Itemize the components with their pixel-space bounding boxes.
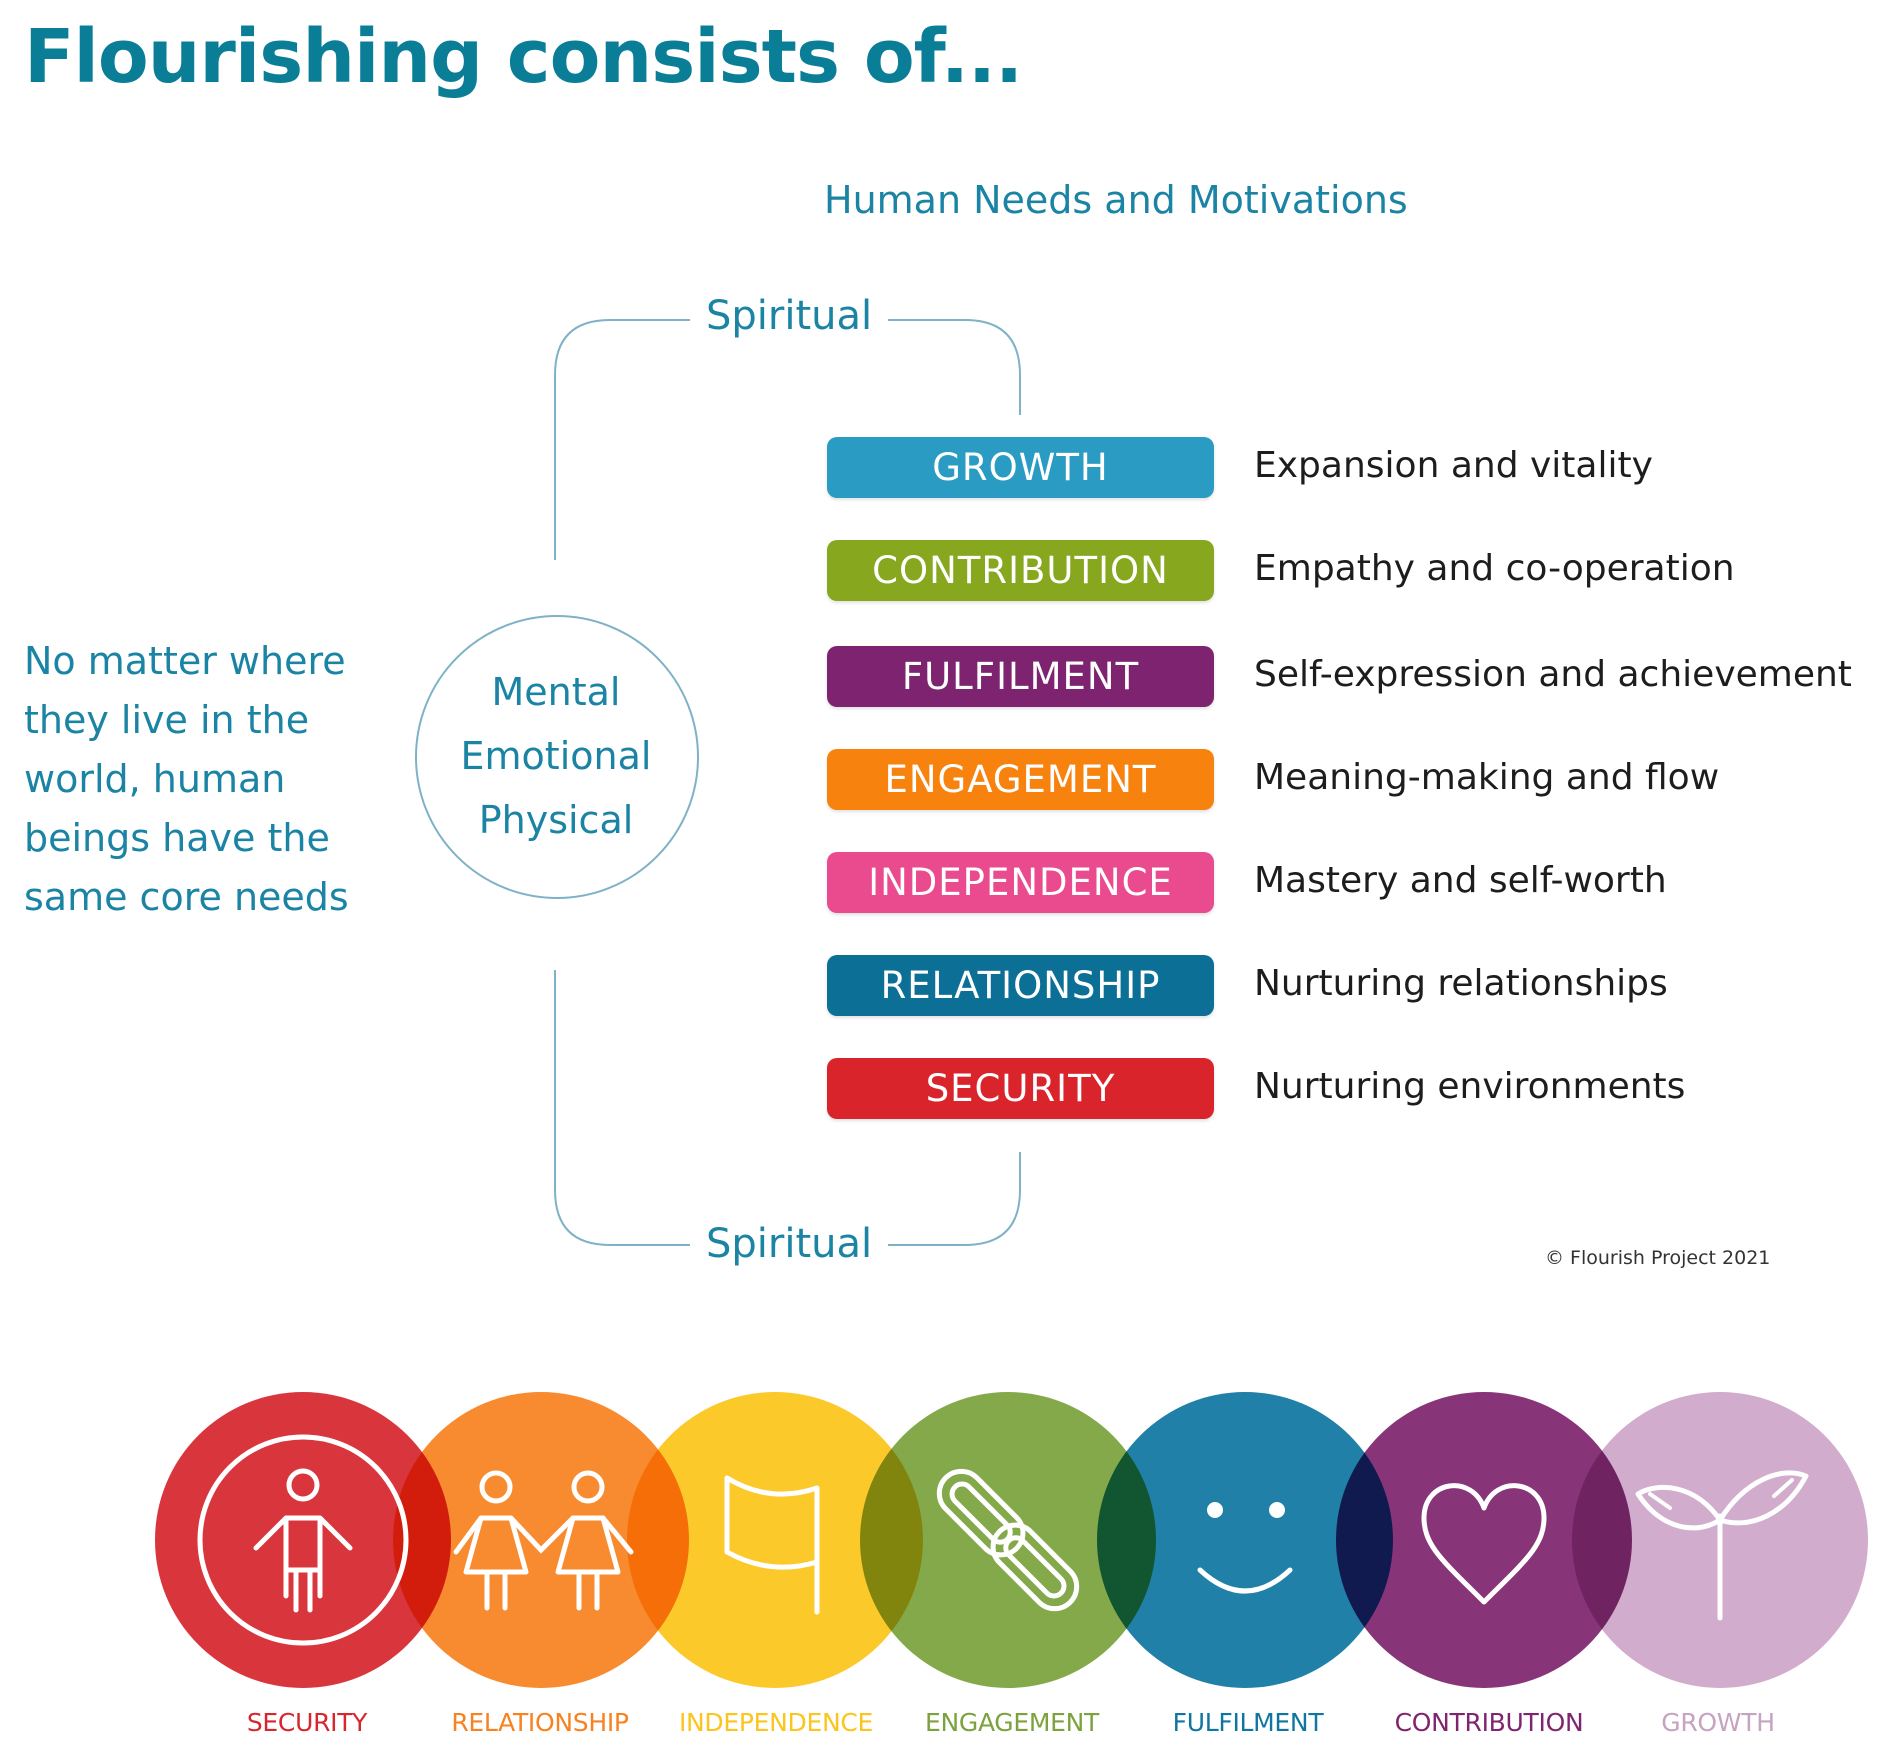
circle-fill-relationship — [393, 1392, 689, 1688]
statement-line: same core needs — [24, 875, 349, 919]
statement-line: No matter where — [24, 639, 346, 683]
bracket-top-left — [554, 319, 690, 560]
circle-label-fulfilment: FULFILMENT — [1172, 1708, 1324, 1737]
circle-independence — [627, 1392, 923, 1688]
circle-fill-contribution — [1336, 1392, 1632, 1688]
need-description-growth: Expansion and vitality — [1254, 445, 1653, 486]
need-pill-security: SECURITY — [827, 1058, 1214, 1119]
page-title: Flourishing consists of... — [24, 14, 1023, 100]
chain-link-icon — [936, 1468, 1080, 1612]
need-pill-engagement: ENGAGEMENT — [827, 749, 1214, 810]
flag-icon — [724, 1475, 820, 1615]
need-description-security: Nurturing environments — [1254, 1066, 1686, 1107]
bracket-top-right — [888, 319, 1021, 415]
circle-label-relationship: RELATIONSHIP — [451, 1708, 629, 1737]
spiritual-top-label: Spiritual — [706, 293, 873, 339]
circle-fill-independence — [627, 1392, 923, 1688]
circle-label-engagement: ENGAGEMENT — [924, 1708, 1100, 1737]
need-description-engagement: Meaning-making and flow — [1254, 757, 1720, 798]
circle-label-growth: GROWTH — [1661, 1708, 1775, 1737]
two-people-icon — [453, 1470, 634, 1611]
statement-line: world, human — [24, 757, 286, 801]
spiritual-bottom-label: Spiritual — [706, 1221, 873, 1267]
circle-fill-fulfilment — [1097, 1392, 1393, 1688]
circle-fulfilment — [1097, 1392, 1393, 1688]
sprout-icon — [1635, 1470, 1809, 1621]
need-description-contribution: Empathy and co-operation — [1254, 548, 1735, 589]
core-circle — [415, 615, 699, 899]
core-circle-text: Mental Emotional Physical — [414, 660, 698, 852]
need-pill-growth: GROWTH — [827, 437, 1214, 498]
diagram-subtitle: Human Needs and Motivations — [824, 178, 1408, 222]
statement-line: they live in the — [24, 698, 310, 742]
person-icon — [197, 1434, 409, 1646]
smiley-icon — [1197, 1502, 1293, 1594]
circle-line-mental: Mental — [491, 670, 621, 714]
bracket-bottom-right — [888, 1152, 1021, 1246]
bracket-bottom-left — [554, 970, 690, 1246]
need-description-relationship: Nurturing relationships — [1254, 963, 1668, 1004]
circle-relationship — [393, 1392, 689, 1688]
heart-icon — [1421, 1483, 1547, 1605]
copyright-text: © Flourish Project 2021 — [1545, 1247, 1771, 1269]
circle-contribution — [1336, 1392, 1632, 1688]
circle-label-contribution: CONTRIBUTION — [1394, 1708, 1584, 1737]
need-description-independence: Mastery and self-worth — [1254, 860, 1667, 901]
need-pill-independence: INDEPENDENCE — [827, 852, 1214, 913]
statement-line: beings have the — [24, 816, 330, 860]
circle-line-physical: Physical — [478, 798, 634, 842]
circle-label-security: SECURITY — [246, 1708, 368, 1737]
circle-label-independence: INDEPENDENCE — [678, 1708, 874, 1737]
need-description-fulfilment: Self-expression and achievement — [1254, 654, 1852, 695]
circle-line-emotional: Emotional — [460, 734, 652, 778]
need-pill-fulfilment: FULFILMENT — [827, 646, 1214, 707]
need-pill-relationship: RELATIONSHIP — [827, 955, 1214, 1016]
need-pill-contribution: CONTRIBUTION — [827, 540, 1214, 601]
core-needs-statement: No matter where they live in the world, … — [24, 632, 404, 927]
